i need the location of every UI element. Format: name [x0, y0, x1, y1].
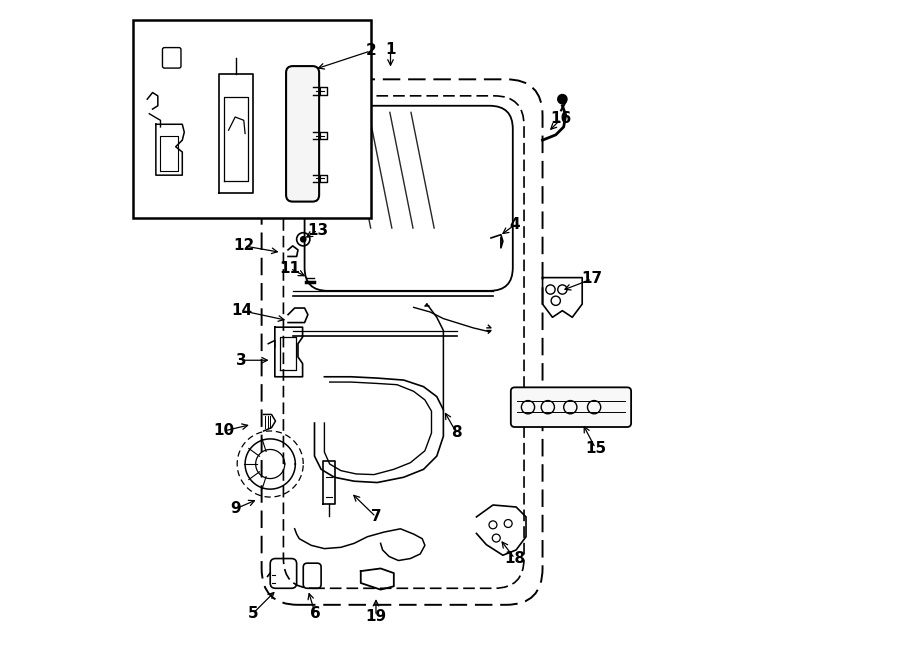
FancyBboxPatch shape	[286, 66, 320, 202]
Text: 17: 17	[581, 272, 603, 286]
Text: 11: 11	[280, 261, 301, 276]
Circle shape	[558, 95, 567, 104]
Text: 8: 8	[451, 426, 462, 440]
Text: 14: 14	[231, 303, 252, 318]
Text: 9: 9	[230, 502, 240, 516]
Text: 2: 2	[365, 44, 376, 58]
Bar	[132, 20, 371, 218]
Text: 13: 13	[307, 223, 328, 237]
Text: 15: 15	[585, 441, 606, 455]
Text: 3: 3	[237, 353, 248, 368]
Text: 5: 5	[248, 606, 258, 621]
Text: 4: 4	[509, 217, 520, 232]
FancyBboxPatch shape	[511, 387, 631, 427]
Text: 1: 1	[385, 42, 396, 57]
Text: 16: 16	[551, 112, 572, 126]
Text: 18: 18	[504, 551, 526, 566]
Circle shape	[301, 237, 306, 242]
Text: 12: 12	[233, 239, 255, 253]
Text: 19: 19	[365, 609, 386, 623]
Text: 10: 10	[213, 424, 235, 438]
Text: 7: 7	[371, 510, 382, 524]
Text: 6: 6	[310, 606, 320, 621]
